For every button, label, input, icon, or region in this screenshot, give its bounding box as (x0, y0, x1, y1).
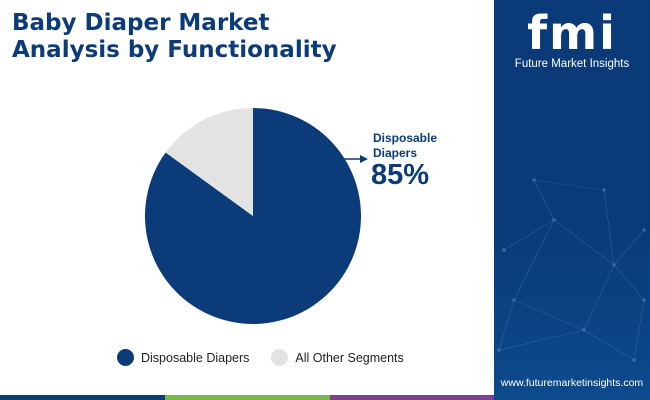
callout-value: 85% (371, 159, 430, 191)
pie-slice-all-other-segments (165, 108, 253, 216)
callout-arrow (343, 155, 368, 163)
legend-label-all-other-segments: All Other Segments (295, 350, 404, 365)
brand-panel: fmi Future Market Insights www.futuremar… (494, 0, 650, 400)
bottom-bar-segment-green (165, 395, 330, 400)
brand-logo: fmi Future Market Insights (494, 8, 650, 70)
legend-label-disposable-diapers: Disposable Diapers (141, 350, 250, 365)
website-link[interactable]: www.futuremarketinsights.com (500, 377, 644, 389)
bottom-bar-segment-blue (0, 395, 165, 400)
brand-name: Future Market Insights (514, 58, 630, 70)
legend-swatch-all-other-segments (271, 349, 289, 366)
chart-title-line-1: Baby Diaper Market (12, 10, 270, 36)
chart-title-line-2: Analysis by Functionality (12, 37, 337, 63)
bottom-bar-segment-purple (330, 395, 494, 400)
legend: Disposable Diapers All Other Segments (117, 349, 426, 366)
callout-label: Disposable Diapers (373, 131, 438, 160)
bottom-color-bar (0, 395, 494, 400)
legend-item-all-other-segments: All Other Segments (271, 349, 404, 366)
pie-chart (145, 108, 368, 324)
pie-slices (145, 108, 361, 324)
chart-title: Baby Diaper Market Analysis by Functiona… (12, 10, 337, 64)
legend-swatch-disposable-diapers (117, 349, 134, 366)
network-pattern-graphic (497, 178, 646, 362)
legend-item-disposable-diapers: Disposable Diapers (117, 349, 249, 366)
logo-letters: fmi (527, 6, 617, 60)
